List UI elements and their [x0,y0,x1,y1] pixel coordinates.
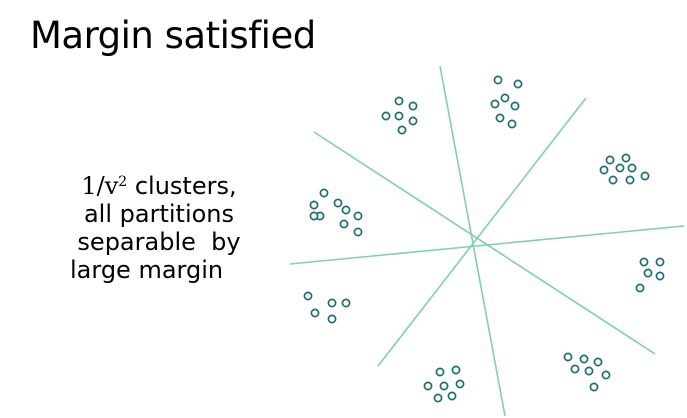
partition-line-3 [313,131,656,355]
cluster-point [397,125,407,135]
cluster-6 [303,291,351,324]
cluster-point [447,391,457,401]
cluster-point [584,366,594,376]
cluster-4 [309,188,363,237]
cluster-5 [635,257,665,293]
cluster-point [341,205,351,215]
cluster-point [309,200,319,210]
cluster-points [303,75,665,403]
caption-variable: v [104,172,119,200]
cluster-point [339,219,349,229]
caption-line-4: large margin [70,256,224,284]
caption-clusters-word: clusters, [127,172,237,200]
cluster-point [303,291,313,301]
cluster-point [394,96,404,106]
caption-line-1: 1/v2 clusters, [64,172,254,200]
cluster-point [423,381,433,391]
cluster-7 [563,352,611,392]
cluster-point [353,211,363,221]
cluster-point [507,119,517,129]
cluster-point [635,283,645,293]
partition-line-4 [289,225,685,265]
slide-title: Margin satisfied [30,14,316,57]
cluster-point [563,352,573,362]
cluster-point [500,93,510,103]
cluster-point [451,365,461,375]
cluster-point [640,171,650,181]
cluster-point [625,175,635,185]
cluster-point [608,175,618,185]
cluster-point [455,379,465,389]
partition-line-2 [377,97,587,367]
cluster-point [408,116,418,126]
cluster-point [513,79,523,89]
caption-line-3: separable by [77,228,241,256]
caption-text: 1/v2 clusters, all partitions separable … [64,172,254,284]
cluster-point [319,188,329,198]
cluster-point [639,257,649,267]
cluster-point [493,75,503,85]
cluster-point [655,271,665,281]
caption-fraction-prefix: 1/ [81,172,105,200]
cluster-point [490,99,500,109]
partition-line-1 [439,65,506,417]
caption-line-2: all partitions [83,200,235,228]
cluster-point [599,165,609,175]
cluster-point [433,393,443,403]
cluster-point [627,163,637,173]
cluster-point [333,198,343,208]
cluster-point [309,211,319,221]
cluster-1 [381,96,418,135]
cluster-point [381,111,391,121]
partition-lines [289,65,685,417]
cluster-point [655,257,665,267]
cluster-point [605,155,615,165]
cluster-point [327,298,337,308]
cluster-point [615,163,625,173]
cluster-point [435,367,445,377]
cluster-point [408,101,418,111]
cluster-point [643,268,653,278]
cluster-point [394,111,404,121]
cluster-point [570,364,580,374]
cluster-8 [423,365,465,403]
cluster-point [621,153,631,163]
caption-exponent: 2 [118,174,128,190]
cluster-point [341,298,351,308]
cluster-3 [599,153,650,185]
cluster-point [353,227,363,237]
cluster-point [593,357,603,367]
cluster-point [327,314,337,324]
cluster-2 [490,75,523,129]
cluster-point [601,370,611,380]
cluster-point [579,354,589,364]
cluster-point [510,101,520,111]
cluster-point [495,113,505,123]
cluster-point [439,381,449,391]
cluster-point [310,308,320,318]
cluster-point [589,382,599,392]
